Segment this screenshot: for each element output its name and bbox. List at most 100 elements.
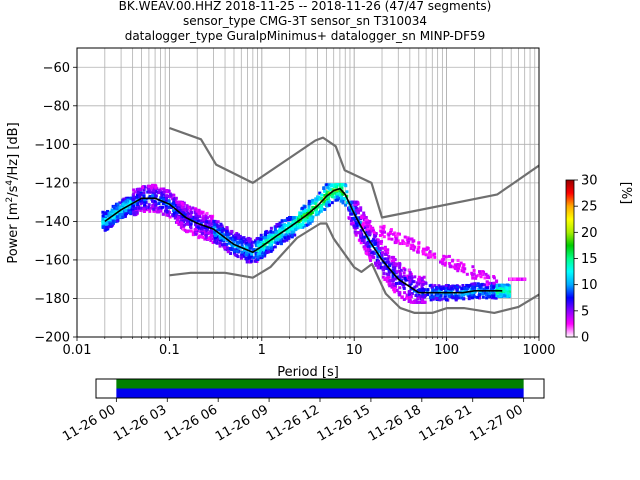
pdf-cell <box>374 232 378 236</box>
pdf-cell <box>205 220 209 224</box>
pdf-cell <box>223 247 227 251</box>
pdf-cell <box>136 195 140 199</box>
pdf-cell <box>253 240 257 244</box>
pdf-cell <box>474 274 478 278</box>
pdf-cell <box>225 242 229 246</box>
pdf-cell <box>406 274 410 278</box>
pdf-cell <box>391 274 395 278</box>
pdf-cell <box>213 230 217 234</box>
pdf-cell <box>364 251 368 255</box>
pdf-cell <box>134 206 138 210</box>
pdf-cell <box>221 236 225 240</box>
pdf-cell <box>201 235 205 239</box>
pdf-cell <box>165 189 169 193</box>
pdf-cell <box>437 293 441 297</box>
pdf-cell <box>204 233 208 237</box>
pdf-cell <box>323 198 327 202</box>
pdf-cell <box>190 218 194 222</box>
pdf-cell <box>276 242 280 246</box>
pdf-cell <box>426 288 430 292</box>
pdf-cell <box>359 222 363 226</box>
pdf-cell <box>223 246 227 250</box>
pdf-cell <box>463 267 467 271</box>
pdf-cell <box>264 230 268 234</box>
pdf-cell <box>265 246 269 250</box>
pdf-cell <box>429 253 433 257</box>
pdf-cell <box>314 213 318 217</box>
pdf-cell <box>111 219 115 223</box>
pdf-cell <box>121 210 125 214</box>
pdf-cell <box>482 283 486 287</box>
coverage-tick-label: 11-26 00 <box>60 402 118 444</box>
pdf-cell <box>118 215 122 219</box>
pdf-cell <box>148 209 152 213</box>
pdf-cell <box>193 228 197 232</box>
pdf-cell <box>391 268 395 272</box>
pdf-cell <box>121 215 125 219</box>
pdf-cell <box>370 239 374 243</box>
pdf-cell <box>386 248 390 252</box>
pdf-cell <box>195 225 199 229</box>
pdf-cell <box>478 284 482 288</box>
pdf-cell <box>132 210 136 214</box>
pdf-cell <box>330 194 334 198</box>
pdf-cell <box>521 277 525 281</box>
pdf-cell <box>156 210 160 214</box>
pdf-cell <box>323 189 327 193</box>
pdf-cell <box>175 220 179 224</box>
pdf-cell <box>111 223 115 227</box>
pdf-cell <box>407 237 411 241</box>
pdf-cell <box>263 232 267 236</box>
pdf-cell <box>451 258 455 262</box>
pdf-cell <box>106 225 110 229</box>
pdf-cell <box>413 285 417 289</box>
pdf-cell <box>403 268 407 272</box>
pdf-cell <box>109 224 113 228</box>
pdf-cell <box>195 210 199 214</box>
pdf-cell <box>116 204 120 208</box>
pdf-cell <box>185 209 189 213</box>
pdf-cell <box>380 240 384 244</box>
pdf-cell <box>124 200 128 204</box>
pdf-cell <box>385 266 389 270</box>
pdf-cell <box>287 218 291 222</box>
coverage-tick-label: 11-26 21 <box>417 402 475 444</box>
pdf-cell <box>291 220 295 224</box>
pdf-cell <box>405 293 409 297</box>
pdf-cell <box>370 250 374 254</box>
pdf-cell <box>121 199 125 203</box>
pdf-cell <box>245 246 249 250</box>
pdf-cell <box>263 253 267 257</box>
pdf-cell <box>325 183 329 187</box>
pdf-cell <box>279 242 283 246</box>
pdf-cell <box>412 239 416 243</box>
pdf-cell <box>455 294 459 298</box>
pdf-cell <box>308 216 312 220</box>
pdf-cell <box>225 226 229 230</box>
pdf-cell <box>131 198 135 202</box>
pdf-cell <box>215 220 219 224</box>
pdf-cell <box>140 185 144 189</box>
pdf-cell <box>252 248 256 252</box>
pdf-cell <box>285 230 289 234</box>
pdf-cell <box>393 288 397 292</box>
pdf-cell <box>319 204 323 208</box>
pdf-cell <box>347 216 351 220</box>
pdf-cell <box>427 255 431 259</box>
pdf-cell <box>138 195 142 199</box>
pdf-cell <box>249 259 253 263</box>
pdf-cell <box>335 195 339 199</box>
pdf-cell <box>395 288 399 292</box>
colorbar-ticks: 0 5 10 15 20 25 30 <box>574 174 598 346</box>
pdf-cell <box>444 284 448 288</box>
pdf-cell <box>322 187 326 191</box>
pdf-cell <box>244 253 248 257</box>
pdf-cell <box>359 208 363 212</box>
pdf-cell <box>419 300 423 304</box>
pdf-cell <box>218 240 222 244</box>
pdf-cell <box>307 199 311 203</box>
pdf-cell <box>393 266 397 270</box>
pdf-cell <box>282 224 286 228</box>
pdf-cell <box>177 215 181 219</box>
